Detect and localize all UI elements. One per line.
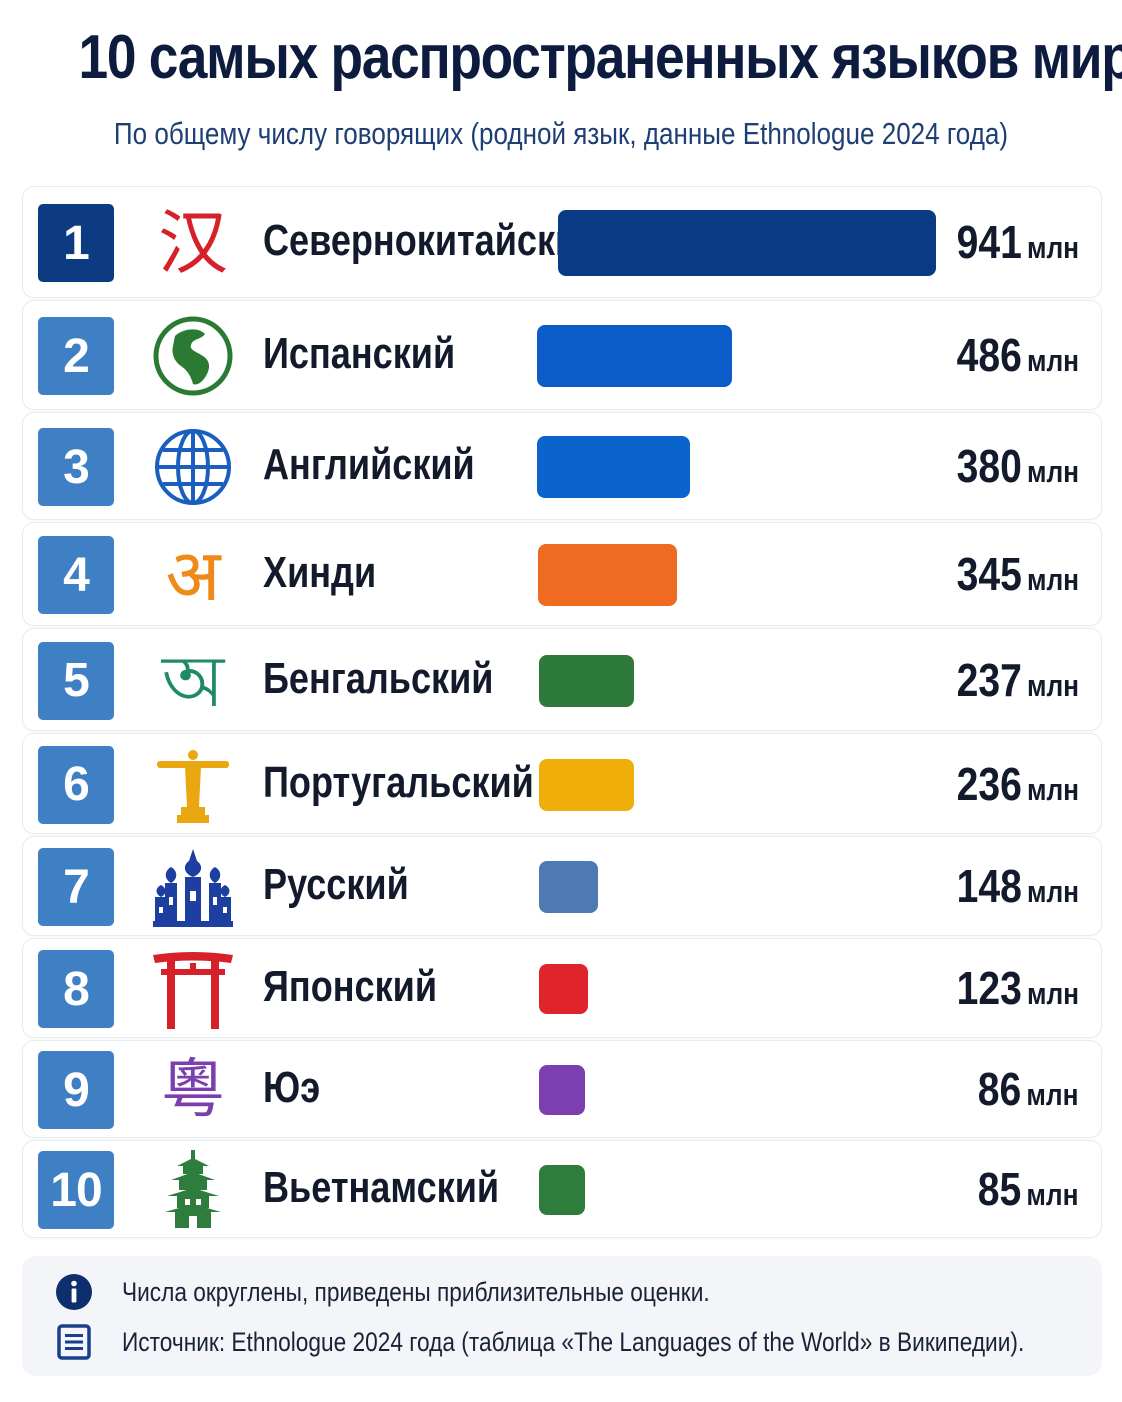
value-number: 237 [956,653,1022,706]
value-unit: млн [1026,1177,1079,1212]
value-label: 941 млн [957,215,1079,269]
value-label: 486 млн [957,328,1079,382]
pagoda-icon [151,1148,235,1232]
value-number: 148 [956,860,1022,912]
value-unit: млн [1026,1077,1079,1112]
value-unit: млн [1026,976,1079,1011]
devanagari-a-icon: अ [165,533,221,617]
document-icon [54,1322,94,1362]
rank-badge: 1 [38,204,114,282]
language-name: Севернокитайский [263,216,600,265]
value-unit: млн [1026,230,1079,265]
world-globe-icon [151,425,235,509]
language-name: Хинди [263,548,377,597]
value-unit: млн [1026,667,1079,703]
language-row: 2 Испанский 486 млн [22,300,1102,410]
bengali-a-icon: অ [161,638,225,723]
footnote-line-2: Источник: Ethnologue 2024 года (таблица … [54,1322,1122,1362]
rank-badge: 4 [38,536,114,614]
rank-badge: 7 [38,848,114,926]
yue-character-icon: 粵 [161,1053,225,1127]
page-title: 10 самых распространенных языков мира [78,23,1122,92]
speakers-bar [539,964,588,1014]
value-number: 380 [956,440,1022,492]
language-name: Английский [263,440,475,489]
value-number: 85 [978,1163,1022,1215]
rank-badge: 10 [38,1151,114,1229]
value-unit: млн [1026,771,1079,807]
rank-badge: 3 [38,428,114,506]
value-label: 345 млн [957,547,1079,601]
language-row: 4 अ Хинди 345 млн [22,522,1102,626]
value-unit: млн [1026,874,1079,909]
language-name: Вьетнамский [263,1163,500,1212]
value-number: 123 [956,962,1022,1014]
rank-badge: 8 [38,950,114,1028]
footnote-source: Источник: Ethnologue 2024 года (таблица … [122,1326,1025,1357]
speakers-bar [537,325,732,387]
footnote-panel: Числа округлены, приведены приблизительн… [22,1256,1102,1376]
value-unit: млн [1026,454,1079,489]
language-row: 10 Вьетнамский 85 млн [22,1140,1102,1238]
value-label: 148 млн [957,859,1079,913]
speakers-bar [558,210,936,276]
value-unit: млн [1026,343,1079,378]
speakers-bar [539,758,634,811]
footnote-line-1: Числа округлены, приведены приблизительн… [54,1272,822,1312]
language-row: 8 Японский 123 млн [22,938,1102,1038]
speakers-bar [539,1065,585,1115]
value-label: 85 млн [978,1162,1079,1216]
americas-globe-icon [151,314,235,398]
value-label: 123 млн [957,961,1079,1015]
language-row: 9 粵 Юэ 86 млн [22,1040,1102,1138]
language-name: Японский [263,962,438,1011]
page-subtitle: По общему числу говорящих (родной язык, … [113,116,1009,151]
speakers-bar [539,1165,585,1215]
speakers-bar [539,861,598,913]
speakers-bar [538,544,677,606]
footnote-rounding: Числа округлены, приведены приблизительн… [122,1276,710,1307]
rank-badge: 5 [38,641,114,720]
rank-badge: 9 [38,1051,114,1129]
saint-basil-cathedral-icon [151,845,235,929]
speakers-bar [537,436,690,498]
rank-badge: 2 [38,317,114,395]
rank-badge: 6 [38,745,114,824]
language-name: Испанский [263,329,456,378]
language-name: Юэ [263,1063,321,1112]
value-unit: млн [1026,562,1079,597]
value-number: 86 [978,1063,1022,1115]
value-label: 86 млн [978,1062,1079,1116]
language-row: 7 Русский 148 млн [22,836,1102,936]
han-character-icon: 汉 [158,202,228,284]
christ-the-redeemer-icon [151,743,235,827]
value-number: 941 [956,216,1022,268]
torii-gate-icon [151,947,235,1031]
language-name: Португальский [263,757,534,807]
language-row: 6 Португальский 236 млн [22,733,1102,834]
value-label: 380 млн [957,439,1079,493]
value-number: 345 [956,548,1022,600]
language-row: 1 汉 Севернокитайский 941 млн [22,186,1102,298]
language-row: 3 Английский 380 млн [22,412,1102,520]
language-name: Русский [263,860,409,909]
value-number: 486 [956,329,1022,381]
value-label: 236 млн [957,757,1079,811]
language-name: Бенгальский [263,653,494,703]
language-row: 5 অ Бенгальский 237 млн [22,628,1102,731]
speakers-bar [539,654,634,707]
value-number: 236 [956,757,1022,810]
info-icon [54,1272,94,1312]
value-label: 237 млн [957,653,1079,707]
